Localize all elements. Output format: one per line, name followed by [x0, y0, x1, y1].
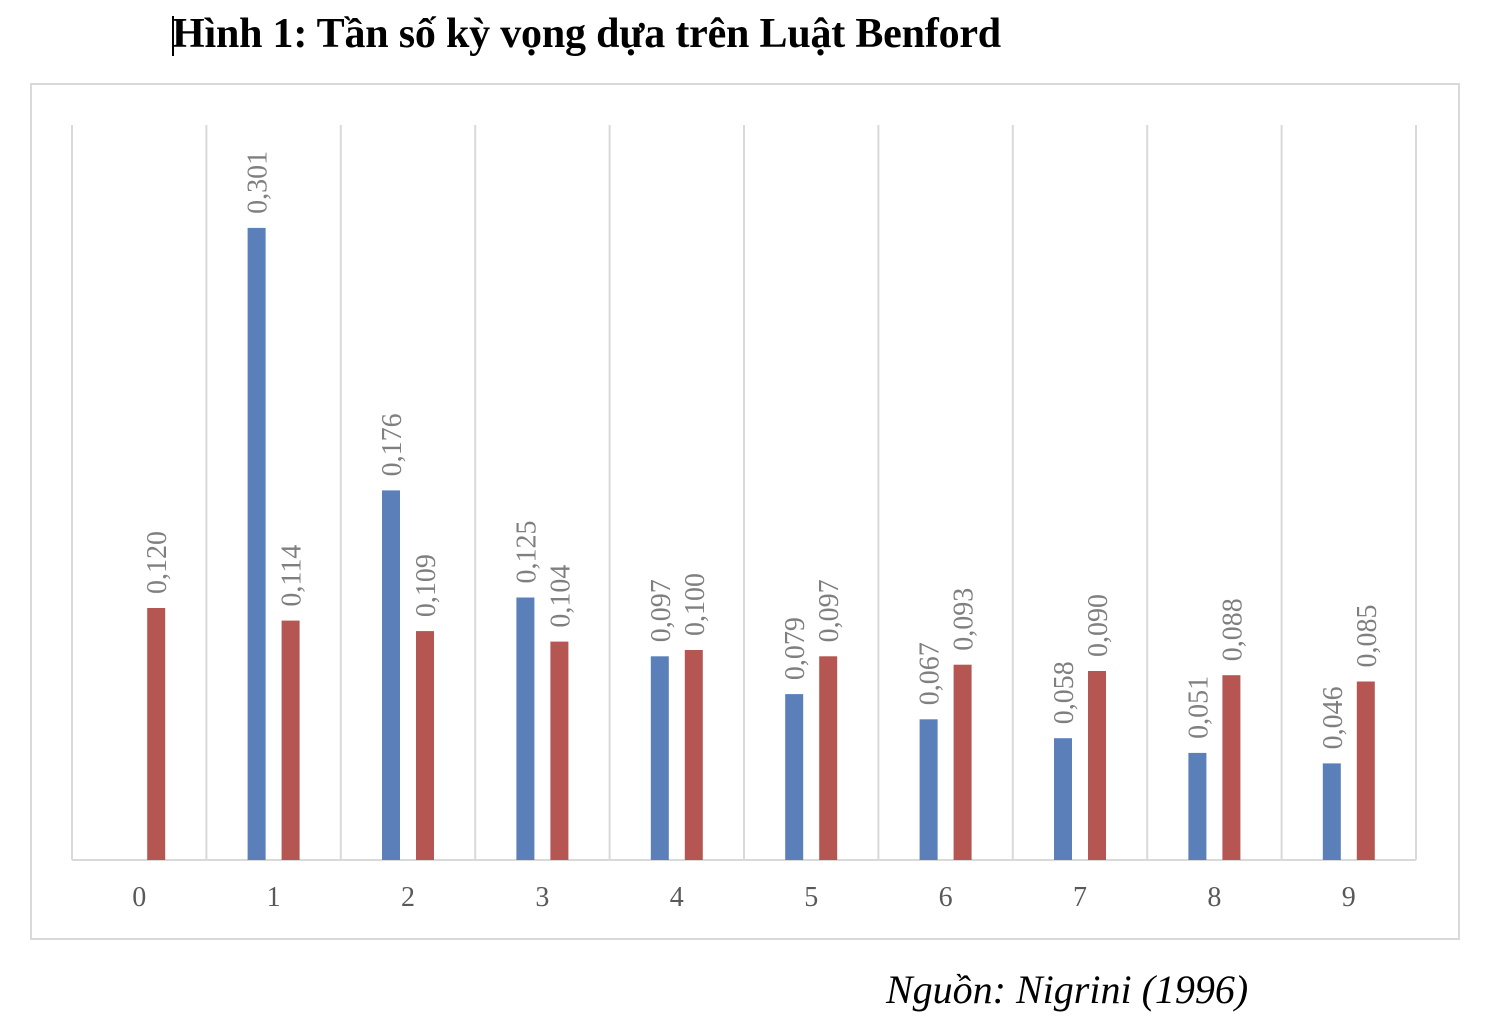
x-tick-label: 6: [939, 882, 953, 913]
figure-title: Hình 1: Tần số kỳ vọng dựa trên Luật Ben…: [172, 11, 1001, 57]
bar-series1-2: [382, 490, 400, 860]
data-label-series2-4: 0,100: [680, 573, 711, 636]
data-label-series2-8: 0,088: [1217, 598, 1248, 661]
text-cursor: [172, 16, 174, 56]
bar-series1-7: [1054, 738, 1072, 860]
source-note: Nguồn: Nigrini (1996): [886, 967, 1249, 1012]
data-label-series1-1: 0,301: [243, 151, 274, 214]
bar-series2-8: [1222, 675, 1241, 860]
data-label-series2-7: 0,090: [1083, 594, 1114, 657]
bar-series2-4: [684, 650, 703, 860]
bar-series1-3: [516, 597, 535, 860]
data-label-series2-0: 0,120: [142, 531, 173, 594]
bar-series2-9: [1356, 681, 1375, 860]
x-tick-label: 0: [132, 882, 146, 913]
x-tick-label: 1: [267, 882, 281, 913]
x-tick-label: 9: [1342, 882, 1356, 913]
bar-series2-5: [819, 656, 838, 860]
data-label-series1-4: 0,097: [646, 579, 677, 642]
data-label-series2-1: 0,114: [277, 545, 308, 607]
x-tick-label: 4: [670, 882, 684, 913]
data-label-series2-2: 0,109: [411, 554, 442, 617]
x-tick-label: 2: [401, 882, 415, 913]
data-label-series2-6: 0,093: [949, 588, 980, 651]
bar-series1-9: [1322, 763, 1341, 860]
x-tick-label: 7: [1073, 882, 1087, 913]
bars: [147, 227, 1375, 860]
data-label-series1-7: 0,058: [1049, 661, 1080, 724]
bar-series1-1: [247, 227, 266, 860]
bar-series2-7: [1088, 671, 1106, 860]
data-label-series1-6: 0,067: [915, 642, 946, 705]
category-gridlines: [71, 125, 1417, 861]
data-label-series1-2: 0,176: [377, 413, 408, 476]
data-label-series2-5: 0,097: [814, 579, 845, 642]
bar-series2-0: [147, 608, 166, 860]
bar-series2-6: [953, 664, 972, 860]
x-tick-labels: 0 1 2 3 4 5 6 7 8 9: [132, 882, 1356, 913]
bar-series1-8: [1188, 752, 1207, 860]
bar-series1-6: [919, 719, 938, 860]
bar-series2-3: [550, 641, 569, 860]
bar-series1-4: [650, 656, 669, 860]
data-label-series1-3: 0,125: [511, 521, 542, 584]
bar-series1-5: [785, 694, 804, 860]
bar-series2-1: [281, 620, 300, 860]
data-label-series1-5: 0,079: [780, 617, 811, 680]
x-tick-label: 3: [535, 882, 549, 913]
data-label-series2-9: 0,085: [1352, 605, 1383, 668]
data-label-series2-3: 0,104: [545, 565, 576, 628]
data-label-series1-9: 0,046: [1318, 686, 1349, 749]
x-tick-label: 8: [1207, 882, 1221, 913]
x-tick-label: 5: [804, 882, 818, 913]
bar-series2-2: [416, 631, 434, 860]
data-label-series1-8: 0,051: [1183, 676, 1214, 739]
